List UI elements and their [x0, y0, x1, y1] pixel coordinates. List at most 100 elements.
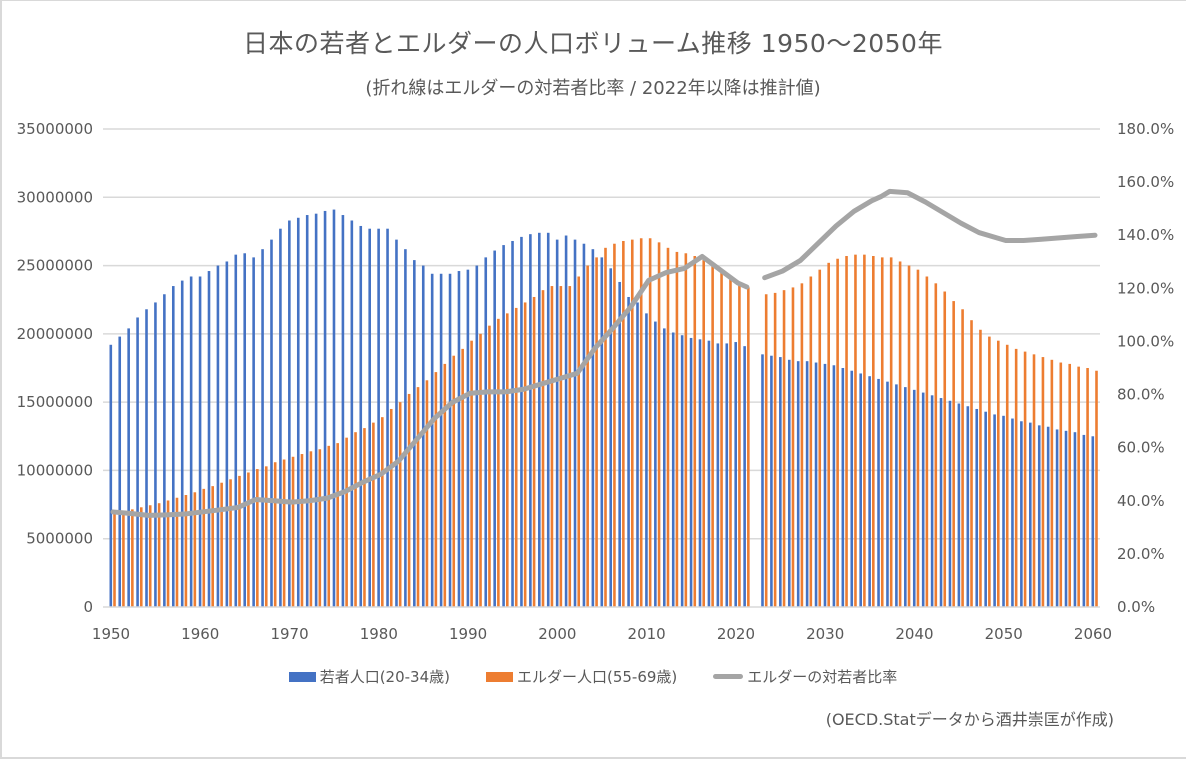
- bar-elder-1999: [551, 286, 554, 607]
- bar-young-2010: [645, 313, 648, 607]
- bar-young-1996: [520, 237, 523, 607]
- bar-young-1965: [243, 253, 246, 607]
- x-tick-label: 1950: [92, 625, 130, 643]
- bar-elder-2036: [881, 257, 884, 607]
- y-left-tick-label: 0: [83, 598, 93, 616]
- bar-young-1994: [502, 245, 505, 607]
- bar-young-1998: [538, 233, 541, 607]
- bar-young-2012: [663, 328, 666, 607]
- bar-young-1967: [261, 249, 264, 607]
- legend-label-ratio: エルダーの対若者比率: [747, 666, 897, 687]
- bar-elder-2060: [1095, 371, 1098, 607]
- bar-elder-2005: [604, 248, 607, 607]
- bar-elder-2040: [917, 270, 920, 607]
- bar-elder-1989: [461, 349, 464, 607]
- y-right-tick-label: 40.0%: [1117, 492, 1165, 510]
- bar-elder-1950: [113, 513, 116, 607]
- bar-elder-2057: [1068, 364, 1071, 607]
- bar-young-1982: [395, 240, 398, 607]
- bar-elder-1988: [452, 356, 455, 607]
- legend-label-young: 若者人口(20-34歳): [320, 666, 450, 687]
- y-right-tick-label: 160.0%: [1117, 173, 1174, 191]
- bar-elder-1996: [524, 302, 527, 607]
- x-tick-label: 2060: [1074, 625, 1112, 643]
- bar-elder-2047: [979, 330, 982, 607]
- bar-elder-2043: [943, 292, 946, 607]
- bar-young-1978: [359, 226, 362, 607]
- bar-elder-1986: [435, 372, 438, 607]
- bar-elder-2027: [801, 283, 804, 607]
- bar-elder-2001: [568, 286, 571, 607]
- bar-elder-2042: [935, 283, 938, 607]
- bar-elder-1980: [381, 417, 384, 607]
- bar-elder-1985: [426, 380, 429, 607]
- bar-young-2030: [824, 364, 827, 607]
- bar-elder-1969: [283, 460, 286, 607]
- bar-young-1961: [208, 271, 211, 607]
- bar-young-2031: [833, 365, 836, 607]
- y-right-tick-label: 180.0%: [1117, 120, 1174, 138]
- bar-elder-1982: [399, 402, 402, 607]
- bar-young-1995: [511, 241, 514, 607]
- bar-elder-2002: [577, 276, 580, 607]
- bar-young-1975: [333, 210, 336, 607]
- bar-young-2035: [868, 376, 871, 607]
- bar-elder-2039: [908, 266, 911, 607]
- bar-elder-2045: [961, 309, 964, 607]
- x-tick-label: 1960: [181, 625, 219, 643]
- bar-elder-2030: [827, 263, 830, 607]
- bar-elder-1991: [479, 334, 482, 607]
- bar-young-2025: [779, 357, 782, 607]
- bar-elder-1975: [336, 443, 339, 607]
- bar-young-2050: [1002, 416, 1005, 607]
- bar-young-1959: [190, 276, 193, 607]
- bar-elder-1995: [515, 308, 518, 607]
- bar-elder-2028: [810, 276, 813, 607]
- bar-young-2054: [1038, 425, 1041, 607]
- bar-young-2040: [913, 390, 916, 607]
- bar-young-2016: [699, 339, 702, 607]
- bar-young-1990: [467, 270, 470, 607]
- bar-elder-2048: [988, 337, 991, 607]
- bar-elder-1952: [131, 509, 134, 607]
- bar-young-2001: [565, 236, 568, 607]
- y-left-tick-label: 15000000: [17, 393, 93, 411]
- bar-elder-1997: [533, 297, 536, 607]
- bar-elder-1998: [542, 290, 545, 607]
- bar-young-1988: [449, 274, 452, 607]
- bar-young-1951: [118, 337, 121, 607]
- bar-young-2048: [984, 412, 987, 607]
- x-tick-label: 2010: [628, 625, 666, 643]
- bar-young-2047: [975, 409, 978, 607]
- ratio-line-segment-1: [765, 191, 1095, 277]
- bar-elder-2041: [926, 276, 929, 607]
- bar-elder-2020: [738, 283, 741, 607]
- bar-young-2045: [958, 404, 961, 607]
- bar-young-2023: [761, 354, 764, 607]
- bar-elder-1953: [140, 507, 143, 607]
- bar-elder-1964: [238, 476, 241, 607]
- bar-young-1963: [226, 261, 229, 607]
- bar-young-2018: [717, 343, 720, 607]
- bar-young-1966: [252, 257, 255, 607]
- bar-young-2049: [993, 414, 996, 607]
- bar-young-2019: [725, 343, 728, 607]
- bar-young-1979: [368, 229, 371, 607]
- bar-elder-1979: [372, 423, 375, 607]
- bar-young-2060: [1092, 436, 1095, 607]
- bar-elder-2037: [890, 257, 893, 607]
- bar-young-1957: [172, 286, 175, 607]
- x-tick-label: 2020: [717, 625, 755, 643]
- bar-young-1962: [217, 266, 220, 607]
- bar-elder-1951: [122, 511, 125, 607]
- bar-young-2032: [842, 368, 845, 607]
- y-right-tick-label: 60.0%: [1117, 439, 1165, 457]
- bar-elder-2035: [872, 256, 875, 607]
- bar-young-1950: [110, 345, 113, 607]
- bar-young-1970: [288, 221, 291, 607]
- legend-label-elder: エルダー人口(55-69歳): [517, 666, 677, 687]
- bar-elder-1955: [158, 503, 161, 607]
- bar-young-2011: [654, 322, 657, 607]
- legend-swatch-elder: [486, 672, 513, 682]
- bar-young-2034: [859, 373, 862, 607]
